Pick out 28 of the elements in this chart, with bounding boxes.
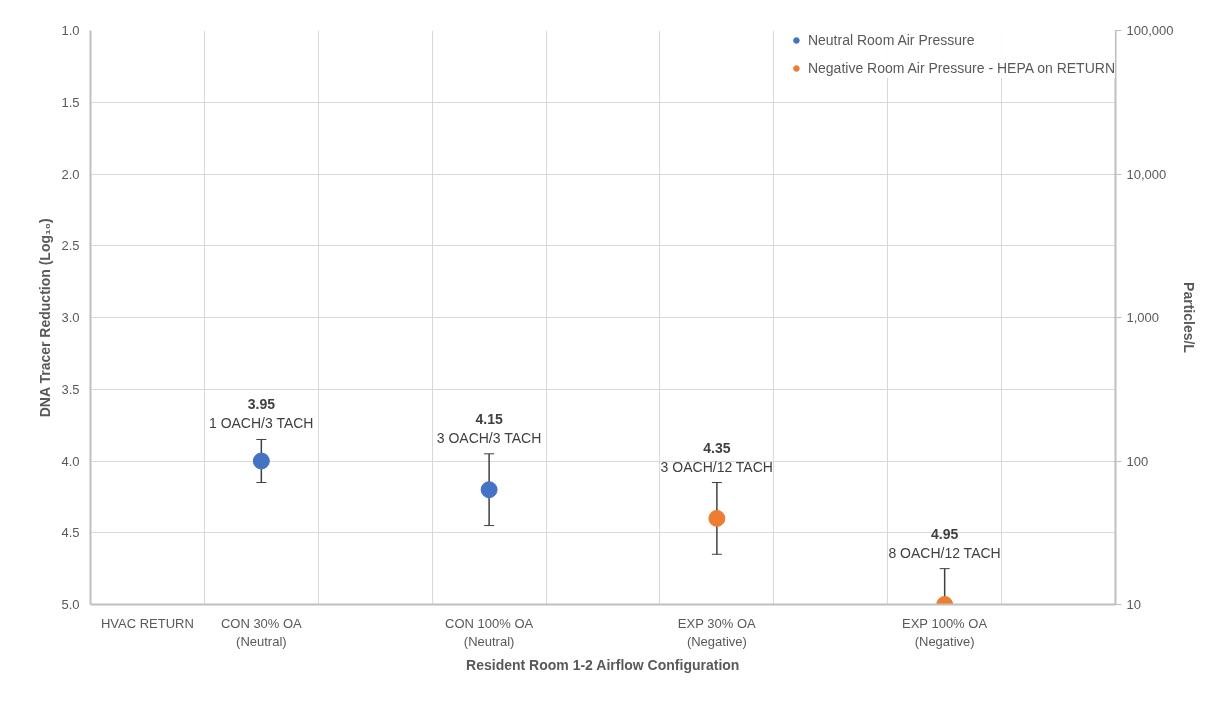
y-tick-label: 1.5	[61, 94, 80, 110]
y2-tick-label: 10,000	[1126, 166, 1167, 182]
y-axis-title: DNA Tracer Reduction (Log₁₀)	[37, 218, 54, 418]
legend-label: Negative Room Air Pressure - HEPA on RETURN	[807, 60, 1115, 76]
y-tick-label: 4.5	[61, 525, 80, 541]
y-tick-label: 3.5	[61, 381, 80, 397]
annotation: 3.95 1 OACH/3 TACH	[208, 396, 314, 432]
x-tick-label: HVAC RETURN	[100, 615, 194, 631]
x-tick-label: EXP 30% OA (Negative)	[677, 615, 756, 649]
y2-tick-label: 1,000	[1126, 310, 1160, 325]
legend-label: Neutral Room Air Pressure	[807, 32, 975, 48]
y-tick-label: 3.0	[61, 310, 80, 325]
y-tick-label: 1.0	[61, 23, 80, 38]
x-axis-title: Resident Room 1-2 Airflow Configuration	[466, 656, 740, 673]
annotation: 4.95 8 OACH/12 TACH	[888, 525, 1001, 561]
y-tick-label: 4.0	[61, 453, 80, 469]
x-tick-label: CON 100% OA (Neutral)	[445, 615, 534, 649]
y-tick-label: 5.0	[61, 597, 80, 612]
y2-tick-label: 100,000	[1126, 23, 1174, 38]
y2-axis-title: Particles/L	[1181, 282, 1198, 354]
y2-tick-label: 100	[1126, 453, 1149, 469]
y-tick-label: 2.5	[61, 238, 80, 254]
y2-tick-label: 10	[1126, 597, 1141, 612]
y-tick-label: 2.0	[61, 166, 80, 182]
x-tick-label: EXP 100% OA (Negative)	[902, 615, 988, 649]
x-tick-label: CON 30% OA (Neutral)	[220, 615, 303, 649]
annotation: 4.15 3 OACH/3 TACH	[436, 410, 542, 446]
annotation: 4.35 3 OACH/12 TACH	[660, 439, 773, 475]
